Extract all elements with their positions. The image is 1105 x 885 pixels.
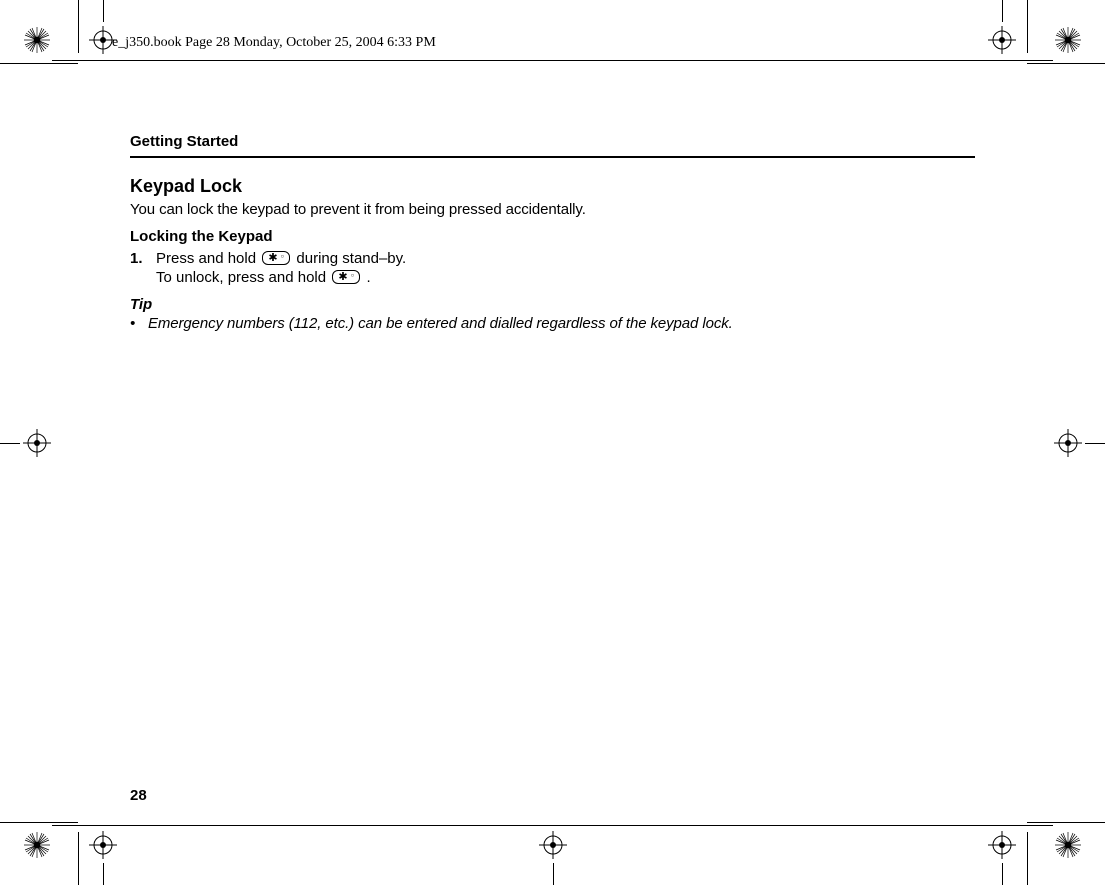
crop-line bbox=[1027, 63, 1105, 64]
step-text-after: during stand–by. bbox=[296, 250, 406, 267]
regmark-cross-bottom-b bbox=[538, 830, 568, 860]
crop-line bbox=[103, 0, 104, 22]
regmark-sunburst-br bbox=[1053, 830, 1083, 860]
regmark-sunburst-tl bbox=[22, 25, 52, 55]
regmark-cross-bottom-a bbox=[88, 830, 118, 860]
regmark-cross-bottom-c bbox=[987, 830, 1017, 860]
keycap-dot-glyph: ○ bbox=[281, 254, 285, 260]
section-label: Getting Started bbox=[130, 133, 975, 150]
step-text-before: Press and hold bbox=[156, 250, 260, 267]
crop-line bbox=[1002, 0, 1003, 22]
regmark-cross-mid-right bbox=[1053, 428, 1083, 458]
page-content: Getting Started Keypad Lock You can lock… bbox=[130, 133, 975, 332]
crop-line bbox=[553, 863, 554, 885]
keycap-star-glyph: ✱ bbox=[268, 253, 277, 264]
subheading-locking: Locking the Keypad bbox=[130, 228, 975, 245]
tip-label: Tip bbox=[130, 296, 975, 313]
step-sub-after: . bbox=[366, 269, 370, 286]
step-sub-before: To unlock, press and hold bbox=[156, 269, 330, 286]
tip-bullet: • bbox=[130, 315, 148, 332]
crop-line bbox=[1027, 822, 1105, 823]
running-header: e_j350.book Page 28 Monday, October 25, … bbox=[112, 35, 436, 51]
heading-keypad-lock: Keypad Lock bbox=[130, 176, 975, 197]
regmark-cross-top-right bbox=[987, 25, 1017, 55]
tip-body: • Emergency numbers (112, etc.) can be e… bbox=[130, 315, 975, 332]
regmark-sunburst-tr bbox=[1053, 25, 1083, 55]
intro-text: You can lock the keypad to prevent it fr… bbox=[130, 201, 975, 218]
crop-line bbox=[0, 63, 78, 64]
crop-line bbox=[0, 443, 20, 444]
crop-line bbox=[103, 863, 104, 885]
crop-line bbox=[0, 822, 78, 823]
step-body: Press and hold ✱ ○ during stand–by. bbox=[156, 250, 975, 267]
star-key-icon: ✱ ○ bbox=[332, 270, 360, 284]
star-key-icon: ✱ ○ bbox=[262, 251, 290, 265]
keycap-dot-glyph: ○ bbox=[351, 273, 355, 279]
step-number: 1. bbox=[130, 250, 156, 267]
crop-line bbox=[78, 832, 79, 885]
crop-line bbox=[78, 0, 79, 53]
page-number: 28 bbox=[130, 787, 147, 804]
step-1-sub: To unlock, press and hold ✱ ○ . bbox=[130, 269, 975, 286]
crop-line bbox=[1002, 863, 1003, 885]
crop-line bbox=[1027, 832, 1028, 885]
step-1: 1. Press and hold ✱ ○ during stand–by. bbox=[130, 250, 975, 267]
keycap-star-glyph: ✱ bbox=[338, 272, 347, 283]
crop-line bbox=[52, 825, 1053, 826]
crop-line bbox=[1027, 0, 1028, 53]
regmark-cross-mid-left bbox=[22, 428, 52, 458]
crop-line bbox=[1085, 443, 1105, 444]
regmark-sunburst-bl bbox=[22, 830, 52, 860]
tip-text: Emergency numbers (112, etc.) can be ent… bbox=[148, 315, 733, 332]
crop-line bbox=[52, 60, 1053, 61]
section-rule bbox=[130, 156, 975, 158]
